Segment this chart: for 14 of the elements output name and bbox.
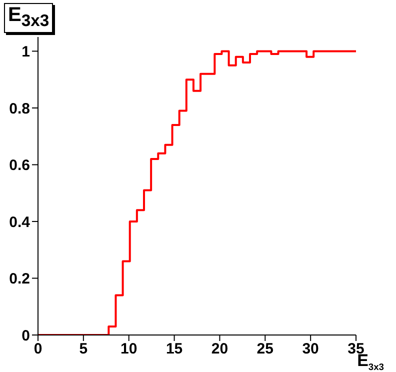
x-tick-label: 10 <box>120 340 138 358</box>
x-tick-label: 20 <box>211 340 228 358</box>
x-tick-label: 30 <box>302 340 319 358</box>
y-tick-label: 0.6 <box>9 157 30 174</box>
y-tick-label: 0.4 <box>9 214 31 231</box>
y-tick-label: 0.8 <box>9 100 30 118</box>
y-tick-label: 1 <box>22 44 30 61</box>
x-tick-label: 15 <box>166 340 183 358</box>
title-box: E$_{3x3}$ <box>4 3 54 33</box>
y-tick-label: 0.2 <box>9 270 30 288</box>
y-tick-label: 0 <box>22 327 30 344</box>
x-tick-label: 25 <box>256 340 274 358</box>
x-tick-label: 5 <box>79 340 88 358</box>
x-tick-label: 0 <box>34 340 42 358</box>
